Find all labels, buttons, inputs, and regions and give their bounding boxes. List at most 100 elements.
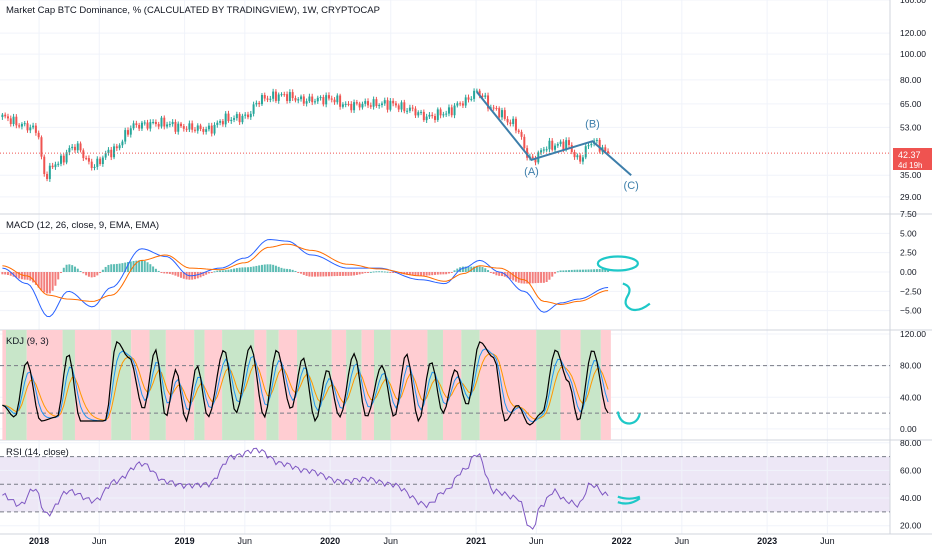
macd-histogram-bar	[238, 267, 241, 272]
candle-body	[213, 124, 216, 134]
macd-histogram-bar	[500, 272, 503, 277]
candle-body	[263, 95, 266, 99]
candle-body	[450, 107, 453, 116]
macd-histogram-bar	[124, 262, 127, 272]
macd-y-tick: 5.00	[900, 228, 917, 238]
macd-histogram-bar	[263, 264, 266, 272]
candle-body	[6, 116, 9, 119]
macd-y-tick: −5.00	[900, 306, 922, 316]
macd-histogram-bar	[587, 269, 590, 272]
candle-body	[68, 148, 71, 153]
rsi-pane[interactable]	[0, 447, 890, 530]
kdj-pane[interactable]	[0, 330, 890, 440]
wave-label: (B)	[585, 118, 600, 130]
macd-histogram-bar	[540, 272, 543, 283]
macd-histogram-bar	[121, 263, 124, 272]
macd-histogram-bar	[498, 272, 501, 276]
macd-histogram-bar	[46, 272, 49, 294]
macd-histogram-bar	[269, 264, 272, 272]
macd-histogram-bar	[115, 263, 118, 272]
price-y-tick: 80.00	[900, 75, 922, 85]
candle-body	[442, 114, 445, 116]
candle-body	[562, 141, 565, 150]
candle-body	[319, 97, 322, 99]
candle-body	[431, 114, 434, 117]
macd-histogram-bar	[604, 268, 607, 272]
candle-body	[325, 95, 328, 105]
kdj-bull-zone	[222, 330, 255, 440]
candle-body	[584, 146, 587, 158]
candle-body	[154, 121, 157, 125]
candle-body	[355, 102, 358, 104]
macd-histogram-bar	[481, 267, 484, 272]
macd-histogram-bar	[512, 272, 515, 281]
candle-body	[163, 117, 166, 127]
macd-histogram-bar	[344, 272, 347, 276]
candle-body	[29, 127, 32, 131]
candle-body	[313, 101, 316, 103]
macd-histogram-bar	[576, 269, 579, 272]
macd-histogram-bar	[579, 269, 582, 272]
macd-histogram-bar	[149, 264, 152, 272]
candle-body	[43, 156, 46, 175]
candle-body	[567, 140, 570, 145]
candle-body	[118, 145, 121, 149]
macd-histogram-bar	[487, 270, 490, 272]
kdj-bear-zone	[390, 330, 428, 440]
candle-body	[76, 143, 79, 151]
macd-histogram-bar	[353, 272, 356, 276]
candle-body	[473, 90, 476, 99]
candle-body	[288, 92, 291, 101]
macd-histogram-bar	[313, 272, 316, 277]
candle-body	[182, 126, 185, 129]
x-tick-label: 2018	[29, 536, 49, 546]
macd-histogram-bar	[48, 272, 51, 294]
macd-histogram-bar	[87, 272, 90, 277]
macd-histogram-bar	[347, 272, 350, 276]
candle-body	[305, 101, 308, 104]
candle-body	[160, 117, 163, 127]
price-y-tick: 35.00	[900, 170, 922, 180]
macd-histogram-bar	[389, 272, 392, 273]
candle-body	[73, 146, 76, 151]
candle-body	[20, 123, 23, 127]
macd-histogram-bar	[308, 272, 311, 277]
candle-body	[207, 125, 210, 130]
macd-histogram-bar	[489, 272, 492, 273]
price-pane[interactable]	[0, 88, 890, 182]
macd-y-tick: 2.50	[900, 248, 917, 258]
candle-body	[60, 155, 63, 164]
candle-body	[238, 114, 241, 123]
chart-title: Market Cap BTC Dominance, % (CALCULATED …	[6, 5, 380, 16]
macd-histogram-bar	[294, 270, 297, 272]
macd-pane[interactable]	[1, 238, 610, 318]
candle-body	[166, 124, 169, 127]
macd-histogram-bar	[180, 272, 183, 278]
macd-circle-mark	[596, 255, 639, 272]
macd-histogram-bar	[93, 272, 96, 278]
macd-histogram-bar	[297, 272, 300, 273]
candle-body	[447, 107, 450, 114]
kdj-y-tick: 40.00	[900, 392, 922, 402]
time-axis[interactable]: 2018 Jun 2019 Jun 2020 Jun 2021 Jun 2022 Jun 2023 J…	[29, 536, 835, 546]
kdj-bear-zone	[74, 330, 112, 440]
macd-histogram-bar	[551, 272, 554, 277]
kdj-bear-zone	[361, 330, 375, 440]
y-axes[interactable]: 160.00 120.00 100.00 80.00 65.00 53.00 35.00 29…	[900, 0, 926, 531]
candle-body	[595, 139, 598, 141]
candle-body	[90, 161, 93, 168]
macd-histogram-bar	[233, 268, 236, 272]
macd-histogram-bar	[258, 265, 261, 272]
candle-body	[397, 105, 400, 110]
macd-histogram-bar	[319, 272, 322, 277]
macd-histogram-bar	[135, 260, 138, 272]
candle-body	[386, 100, 389, 110]
candle-body	[517, 130, 520, 132]
kdj-bull-zone	[374, 330, 391, 440]
candle-body	[101, 157, 104, 165]
candle-body	[565, 140, 568, 150]
candle-body	[96, 158, 99, 167]
candle-body	[417, 112, 420, 116]
macd-histogram-bar	[559, 270, 562, 272]
